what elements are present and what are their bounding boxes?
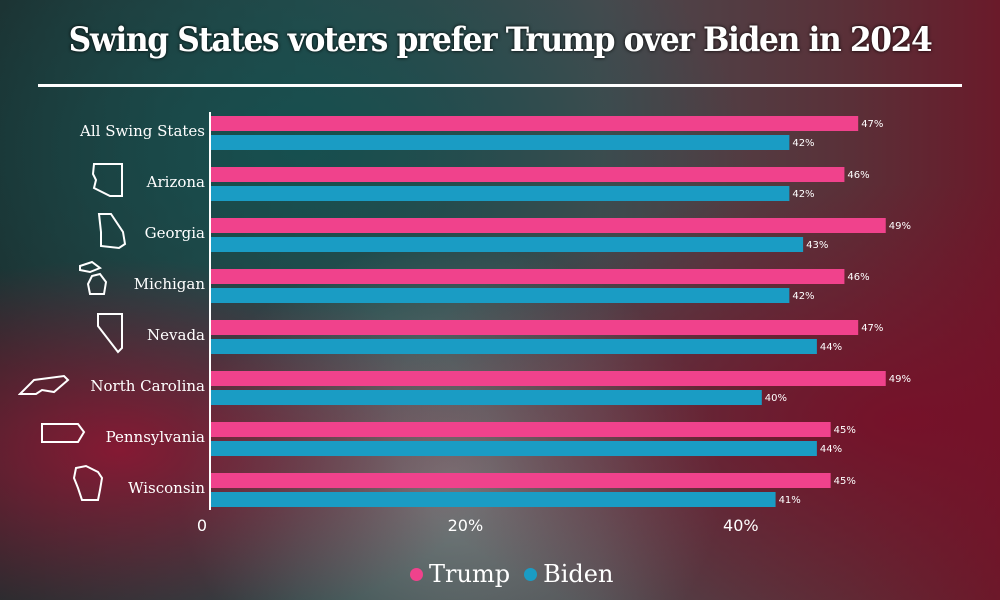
data-label-trump-wisconsin: 45% [834, 476, 856, 487]
legend-trump-dot [410, 567, 423, 581]
bar-biden-arizona [211, 186, 790, 201]
michigan-outline-icon [79, 260, 108, 295]
data-label-biden-nevada: 44% [820, 342, 842, 353]
north-carolina-outline-icon [18, 374, 70, 395]
arizona-outline-icon [92, 163, 123, 197]
data-label-trump-north-carolina: 49% [889, 374, 911, 385]
bar-biden-michigan [211, 288, 790, 303]
bar-biden-all-swing-states [211, 135, 790, 150]
category-label-arizona: Arizona [146, 173, 205, 191]
data-label-biden-north-carolina: 40% [765, 393, 787, 404]
category-label-all-swing-states: All Swing States [80, 122, 205, 140]
data-label-biden-all-swing-states: 42% [792, 138, 814, 149]
title-divider [38, 84, 962, 87]
pennsylvania-outline-icon [41, 423, 86, 443]
data-label-biden-arizona: 42% [792, 189, 814, 200]
georgia-outline-icon [97, 213, 127, 250]
category-label-pennsylvania: Pennsylvania [105, 428, 205, 446]
bar-biden-north-carolina [211, 390, 762, 405]
bar-biden-nevada [211, 339, 817, 354]
bar-trump-wisconsin [211, 473, 831, 488]
data-label-trump-georgia: 49% [889, 221, 911, 232]
chart-title: Swing States voters prefer Trump over Bi… [68, 20, 933, 60]
legend: Trump Biden [410, 560, 613, 588]
x-tick-label-20: 20% [448, 516, 484, 535]
bar-biden-wisconsin [211, 492, 776, 507]
category-label-north-carolina: North Carolina [90, 377, 205, 395]
data-label-biden-pennsylvania: 44% [820, 444, 842, 455]
x-tick-label-0: 0 [197, 516, 207, 535]
bar-trump-georgia [211, 218, 886, 233]
x-tick-label-40: 40% [723, 516, 759, 535]
bar-trump-north-carolina [211, 371, 886, 386]
category-label-wisconsin: Wisconsin [128, 479, 205, 497]
bar-biden-pennsylvania [211, 441, 817, 456]
data-label-biden-wisconsin: 41% [779, 495, 801, 506]
data-label-biden-georgia: 43% [806, 240, 828, 251]
category-label-nevada: Nevada [147, 326, 205, 344]
nevada-outline-icon [97, 313, 123, 354]
bar-trump-michigan [211, 269, 845, 284]
wisconsin-outline-icon [72, 464, 104, 501]
bar-trump-arizona [211, 167, 845, 182]
category-label-michigan: Michigan [133, 275, 205, 293]
data-label-trump-michigan: 46% [847, 272, 869, 283]
bar-trump-all-swing-states [211, 116, 859, 131]
legend-biden-dot [524, 567, 538, 581]
bar-trump-pennsylvania [211, 422, 831, 437]
data-label-trump-all-swing-states: 47% [861, 119, 883, 130]
bar-trump-nevada [211, 320, 859, 335]
data-label-trump-pennsylvania: 45% [834, 425, 856, 436]
legend-trump-label: Trump [429, 560, 511, 588]
bar-biden-georgia [211, 237, 804, 252]
data-label-trump-arizona: 46% [847, 170, 869, 181]
legend-biden-label: Biden [543, 560, 614, 588]
category-label-georgia: Georgia [144, 224, 205, 242]
data-label-trump-nevada: 47% [861, 323, 883, 334]
data-label-biden-michigan: 42% [792, 291, 814, 302]
